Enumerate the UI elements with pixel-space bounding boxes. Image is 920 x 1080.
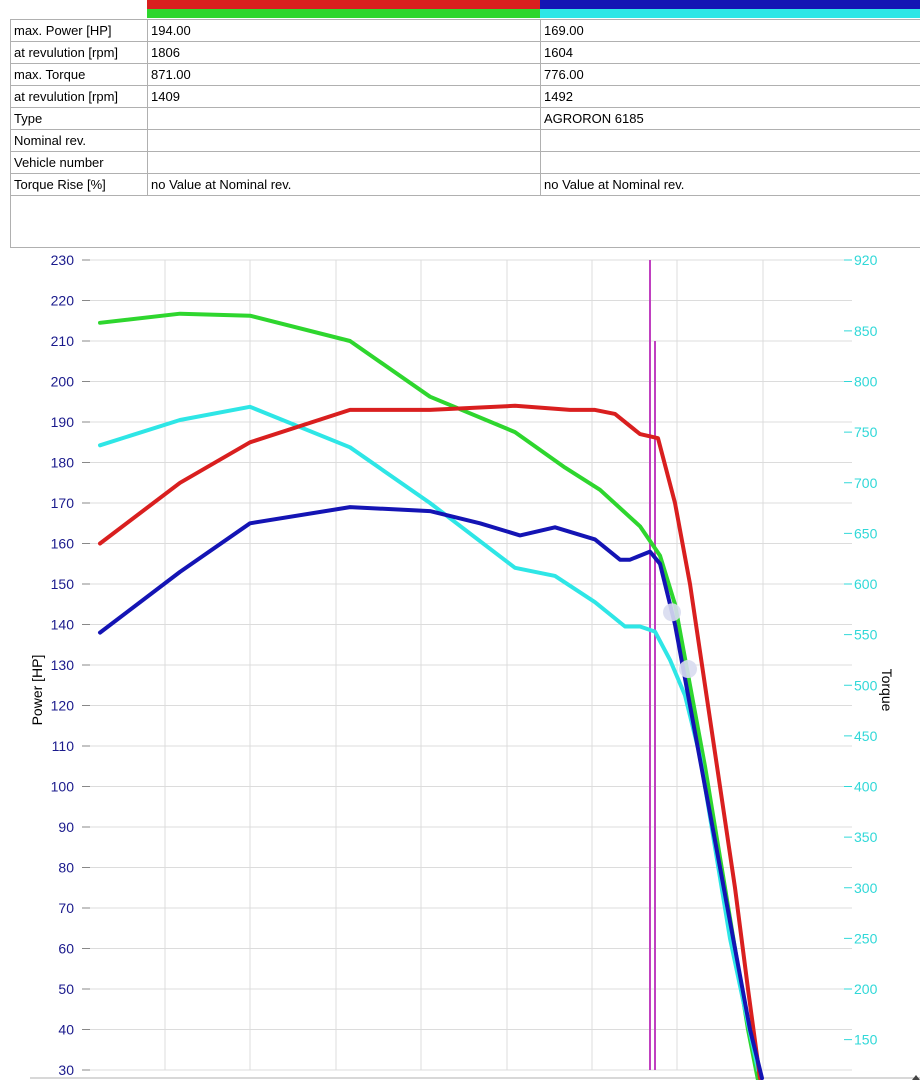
resize-grip-icon[interactable] bbox=[912, 1075, 920, 1080]
left-tick-label: 100 bbox=[51, 779, 75, 795]
cursor-points bbox=[663, 603, 697, 679]
left-tick-label: 170 bbox=[51, 495, 75, 511]
left-tick-label: 150 bbox=[51, 576, 75, 592]
series1-value bbox=[147, 151, 541, 174]
table-row: at revulution [rpm] 1409 1492 bbox=[10, 85, 920, 108]
table-frame-bottom bbox=[10, 247, 920, 248]
right-tick-label: 650 bbox=[854, 525, 878, 541]
row-label: Type bbox=[10, 107, 148, 130]
series1-torque-color-bar bbox=[147, 9, 540, 18]
right-axis-label: Torque bbox=[879, 669, 895, 712]
cursor-point bbox=[663, 603, 681, 622]
series1-value: 194.00 bbox=[147, 19, 541, 42]
series-line-torque-2 bbox=[98, 404, 760, 1072]
table-row: max. Torque 871.00 776.00 bbox=[10, 63, 920, 86]
left-tick-label: 210 bbox=[51, 333, 75, 349]
right-tick-label: 850 bbox=[854, 323, 878, 339]
series2-value: 169.00 bbox=[540, 19, 920, 42]
revolution-markers bbox=[649, 260, 656, 1070]
right-tick-label: 400 bbox=[854, 779, 878, 795]
left-tick-label: 70 bbox=[58, 900, 74, 916]
row-label: at revulution [rpm] bbox=[10, 85, 148, 108]
left-tick-label: 90 bbox=[58, 819, 74, 835]
series2-value bbox=[540, 129, 920, 152]
right-tick-label: 800 bbox=[854, 374, 878, 390]
series2-value: AGRORON 6185 bbox=[540, 107, 920, 130]
series2-value bbox=[540, 151, 920, 174]
left-tick-label: 230 bbox=[51, 252, 75, 268]
series2-value: 1604 bbox=[540, 41, 920, 64]
left-tick-label: 110 bbox=[52, 738, 75, 754]
left-tick-label: 140 bbox=[51, 617, 75, 633]
series1-value bbox=[147, 107, 541, 130]
right-tick-label: 750 bbox=[854, 424, 878, 440]
series-line-torque-1 bbox=[98, 311, 760, 1080]
table-frame-left bbox=[10, 196, 11, 248]
left-tick-label: 60 bbox=[58, 941, 74, 957]
series1-value: no Value at Nominal rev. bbox=[147, 173, 541, 196]
right-axis-ticks: 920 850 800 750 700 650 600 550 500 450 400 350 300 2… bbox=[844, 252, 878, 1048]
series2-value: 1492 bbox=[540, 85, 920, 108]
table-row: Type AGRORON 6185 bbox=[10, 107, 920, 130]
left-tick-label: 130 bbox=[51, 657, 75, 673]
series1-value: 871.00 bbox=[147, 63, 541, 86]
right-tick-label: 450 bbox=[854, 728, 878, 744]
series1-value bbox=[147, 129, 541, 152]
left-tick-label: 180 bbox=[51, 455, 75, 471]
series1-power-color-bar bbox=[147, 0, 540, 9]
row-label: Nominal rev. bbox=[10, 129, 148, 152]
power-torque-chart[interactable]: 230 220 210 200 190 180 170 160 150 140 130 120 110 1… bbox=[0, 248, 920, 1080]
row-label: max. Power [HP] bbox=[10, 19, 148, 42]
right-tick-label: 200 bbox=[854, 981, 878, 997]
series2-torque-color-bar bbox=[540, 9, 920, 18]
series1-value: 1409 bbox=[147, 85, 541, 108]
series-color-bars bbox=[147, 0, 920, 18]
left-tick-label: 50 bbox=[58, 981, 74, 997]
left-axis-ticks: 230 220 210 200 190 180 170 160 150 140 130 120 110 1… bbox=[51, 252, 90, 1078]
row-label: max. Torque bbox=[10, 63, 148, 86]
series2-value: no Value at Nominal rev. bbox=[540, 173, 920, 196]
right-tick-label: 250 bbox=[854, 930, 878, 946]
left-tick-label: 190 bbox=[51, 414, 75, 430]
left-tick-label: 200 bbox=[51, 374, 75, 390]
series-line-power-1 bbox=[98, 403, 762, 1080]
left-tick-label: 120 bbox=[51, 698, 75, 714]
left-tick-label: 40 bbox=[58, 1022, 74, 1038]
table-row: at revulution [rpm] 1806 1604 bbox=[10, 41, 920, 64]
series1-value: 1806 bbox=[147, 41, 541, 64]
series2-power-color-bar bbox=[540, 0, 920, 9]
left-tick-label: 80 bbox=[58, 860, 74, 876]
table-row: Torque Rise [%] no Value at Nominal rev. n… bbox=[10, 173, 920, 196]
right-tick-label: 700 bbox=[854, 475, 878, 491]
right-tick-label: 920 bbox=[854, 252, 878, 268]
series-line-power-2 bbox=[98, 505, 764, 1080]
left-axis-label: Power [HP] bbox=[29, 655, 45, 726]
right-tick-label: 500 bbox=[854, 677, 878, 693]
table-row: max. Power [HP] 194.00 169.00 bbox=[10, 19, 920, 42]
row-label: Torque Rise [%] bbox=[10, 173, 148, 196]
left-tick-label: 30 bbox=[58, 1062, 74, 1078]
left-tick-label: 160 bbox=[51, 536, 75, 552]
left-tick-label: 220 bbox=[51, 293, 75, 309]
series2-value: 776.00 bbox=[540, 63, 920, 86]
right-tick-label: 550 bbox=[854, 627, 878, 643]
table-row: Nominal rev. bbox=[10, 129, 920, 152]
chart-grid bbox=[30, 259, 920, 1079]
right-tick-label: 600 bbox=[854, 576, 878, 592]
table-row: Vehicle number bbox=[10, 151, 920, 174]
cursor-point bbox=[679, 660, 697, 679]
right-tick-label: 150 bbox=[854, 1032, 878, 1048]
engine-info-table-body: max. Power [HP] 194.00 169.00 at revulution… bbox=[10, 19, 920, 196]
engine-info-table: max. Power [HP] 194.00 169.00 at revulution… bbox=[10, 19, 920, 196]
chart-series bbox=[98, 311, 764, 1080]
right-tick-label: 350 bbox=[854, 829, 878, 845]
right-tick-label: 300 bbox=[854, 880, 878, 896]
row-label: Vehicle number bbox=[10, 151, 148, 174]
row-label: at revulution [rpm] bbox=[10, 41, 148, 64]
